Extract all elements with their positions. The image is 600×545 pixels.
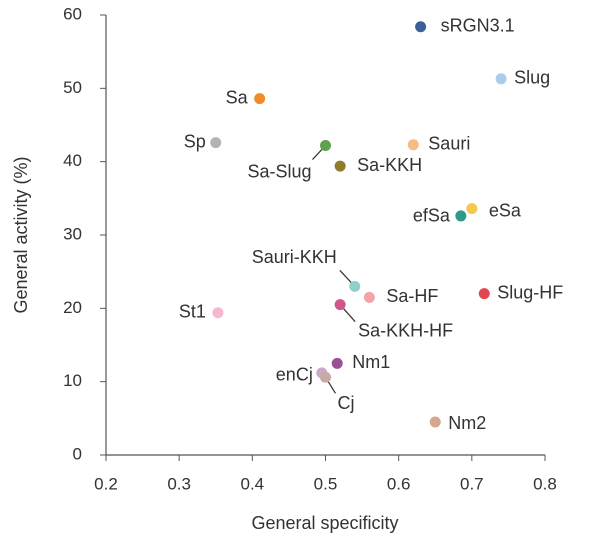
point-label: eSa [489,200,522,220]
point [210,137,222,149]
x-tick-label: 0.6 [387,474,411,493]
point-label: Sa-KKH [357,155,422,175]
point [415,21,427,33]
point [320,371,331,383]
y-tick-label: 60 [63,4,82,23]
y-tick-label: 10 [63,371,82,390]
y-tick-label: 30 [63,224,82,243]
point [212,307,224,319]
point-label: Sauri-KKH [252,247,337,267]
point-label: Sa-HF [386,286,438,306]
point [363,291,375,303]
point-label: Nm1 [352,352,390,372]
point-label: St1 [179,301,206,321]
point-label: efSa [413,206,451,226]
point [478,288,490,300]
point-label: Nm2 [448,413,486,433]
y-axis-label: General activity (%) [11,156,31,313]
y-tick-label: 40 [63,151,82,170]
x-axis-label: General specificity [251,513,398,533]
point [349,280,361,292]
x-tick-label: 0.2 [94,474,118,493]
point-label: Sp [184,131,206,151]
point-label: Sauri [428,134,470,154]
point-label: sRGN3.1 [441,15,515,35]
point [455,210,467,222]
point [254,93,266,105]
y-tick-label: 50 [63,78,82,97]
point [429,416,441,428]
point [334,160,346,172]
point-label: enCj [276,365,313,385]
point [334,299,346,311]
y-tick-label: 20 [63,298,82,317]
x-tick-label: 0.8 [533,474,557,493]
point [407,139,419,151]
y-tick-label: 0 [73,444,82,463]
x-tick-label: 0.7 [460,474,484,493]
point [495,73,507,85]
point-label: Cj [338,393,355,413]
x-tick-label: 0.4 [241,474,265,493]
point [331,357,343,369]
x-tick-label: 0.3 [167,474,191,493]
point-label: Slug-HF [497,282,563,302]
point-label: Sa-KKH-HF [358,320,453,340]
point-label: Sa [226,87,249,107]
point [320,140,331,152]
x-tick-label: 0.5 [314,474,338,493]
point [466,203,478,215]
point-label: Slug [514,68,550,88]
point-label: Sa-Slug [247,161,311,181]
